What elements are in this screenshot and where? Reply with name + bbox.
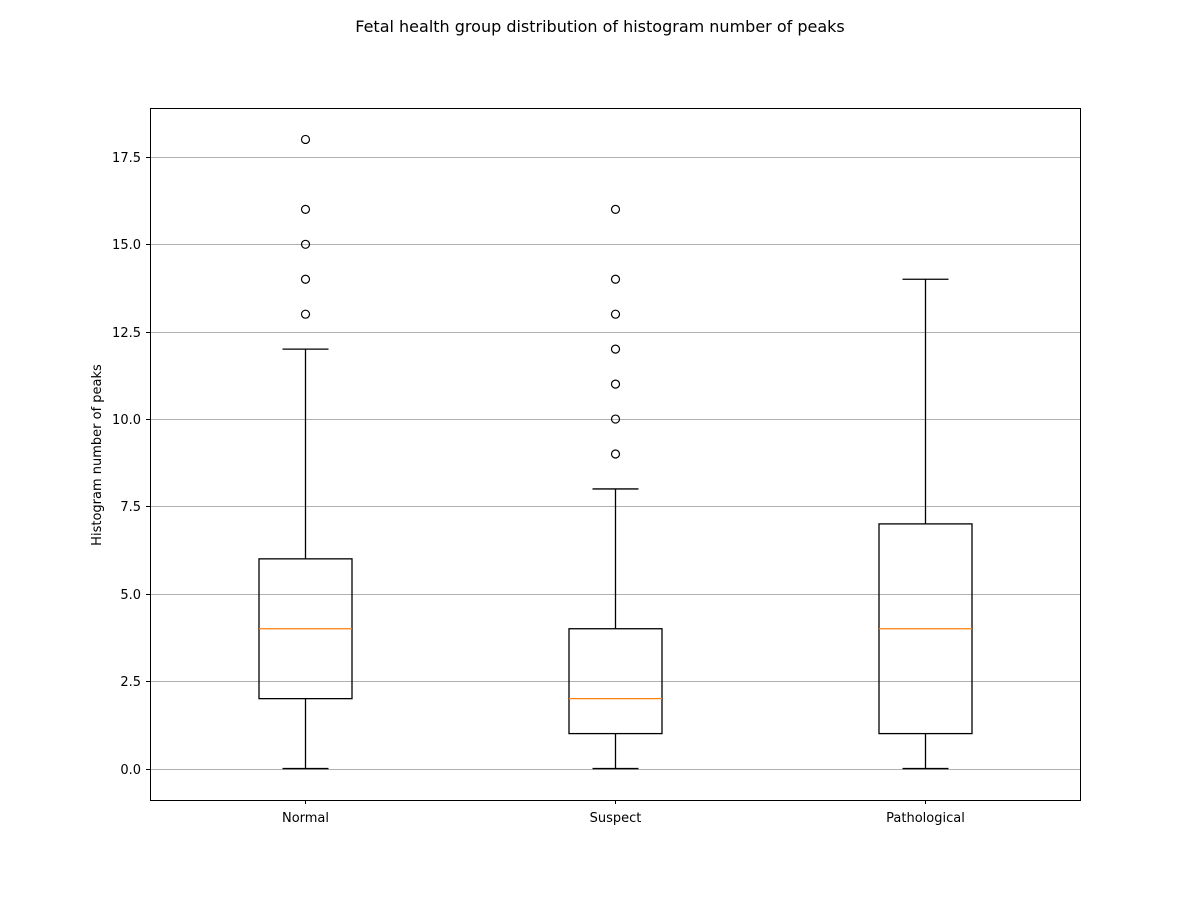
- y-tick-label: 17.5: [112, 151, 141, 166]
- outlier-point: [610, 414, 621, 424]
- y-tick-label: 5.0: [120, 588, 141, 603]
- outlier-point: [300, 239, 311, 249]
- box-suspect: [568, 204, 663, 770]
- y-tick-label: 15.0: [112, 238, 141, 253]
- outlier-point: [610, 344, 621, 354]
- outlier-point: [300, 274, 311, 284]
- y-tick-label: 10.0: [112, 413, 141, 428]
- axes: 0.0 2.5 5.0 7.5 10.0 12.5 15.0 17.5 Normal Suspec…: [112, 151, 965, 826]
- y-tick-label: 12.5: [112, 326, 141, 341]
- y-tick-label: 0.0: [120, 763, 141, 778]
- outlier-point: [610, 379, 621, 389]
- outlier-point: [610, 309, 621, 319]
- grid-lines: [150, 157, 1080, 770]
- outlier-point: [300, 309, 311, 319]
- outlier-point: [610, 449, 621, 459]
- outlier-point: [610, 274, 621, 284]
- outlier-point: [610, 204, 621, 214]
- y-axis-label: Histogram number of peaks: [90, 364, 105, 546]
- iqr-box: [568, 628, 663, 735]
- y-tick-label: 7.5: [120, 500, 141, 515]
- x-tick-label: Pathological: [886, 811, 965, 826]
- y-tick-label: 2.5: [120, 675, 141, 690]
- box-normal: [258, 134, 353, 770]
- x-tick-label: Suspect: [590, 811, 642, 826]
- x-tick-label: Normal: [282, 811, 329, 826]
- chart-title: Fetal health group distribution of histo…: [355, 17, 844, 36]
- box-pathological: [878, 278, 973, 770]
- box-plots: [258, 134, 973, 770]
- plot-frame: [150, 108, 1081, 801]
- outlier-point: [300, 204, 311, 214]
- outlier-point: [300, 134, 311, 145]
